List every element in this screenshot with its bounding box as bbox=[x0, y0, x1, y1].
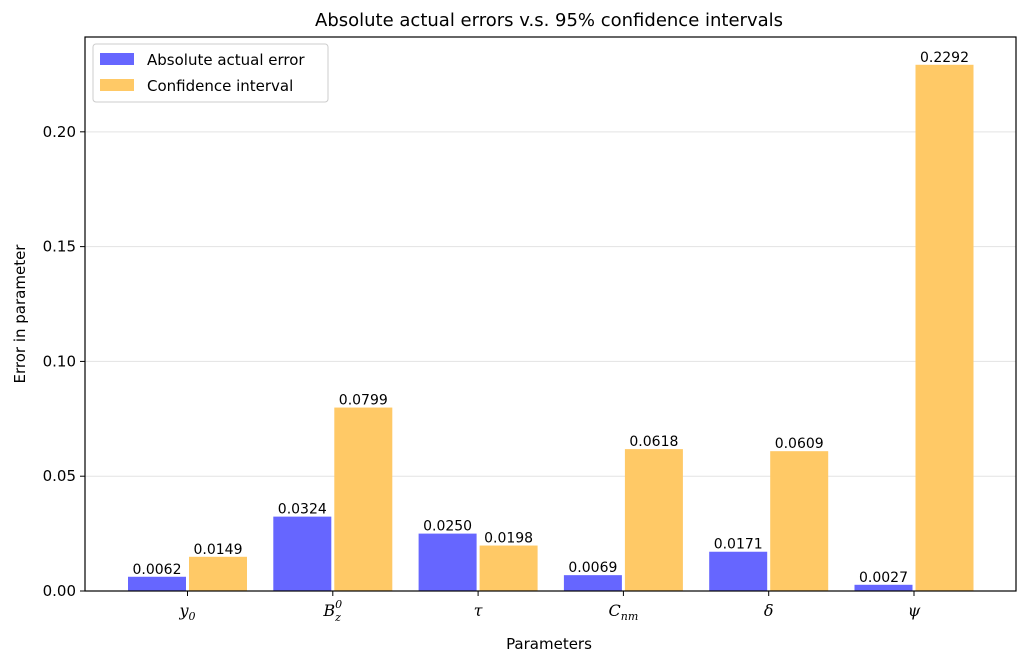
bar bbox=[563, 575, 622, 591]
bar bbox=[709, 551, 768, 591]
legend-swatch bbox=[100, 53, 134, 65]
bar bbox=[479, 545, 538, 591]
data-label: 0.0618 bbox=[629, 434, 678, 450]
bar bbox=[128, 576, 186, 591]
bar bbox=[915, 64, 974, 592]
legend-swatch bbox=[100, 79, 134, 91]
legend-box bbox=[92, 43, 329, 103]
y-tick-label: 0.00 bbox=[43, 582, 76, 600]
x-tick-label: δ bbox=[764, 601, 774, 620]
data-label: 0.0062 bbox=[133, 562, 182, 578]
y-tick-label: 0.05 bbox=[43, 467, 76, 485]
data-label: 0.0250 bbox=[423, 519, 472, 535]
data-label: 0.0171 bbox=[714, 537, 763, 553]
bar bbox=[624, 449, 683, 591]
data-label: 0.0324 bbox=[278, 502, 327, 518]
data-label: 0.2292 bbox=[920, 50, 969, 66]
data-labels-group: 0.0062 0.0149 0.0324 0.0799 0.0250 0.0198 0.00… bbox=[133, 50, 970, 586]
bars-group bbox=[128, 64, 974, 592]
plot-frame bbox=[84, 36, 1017, 592]
y-axis-ticks: 0.00 0.05 0.10 0.15 0.20 bbox=[43, 123, 85, 600]
y-tick-label: 0.10 bbox=[43, 352, 76, 370]
data-label: 0.0027 bbox=[859, 570, 908, 586]
data-label: 0.0799 bbox=[339, 393, 388, 409]
y-tick-label: 0.15 bbox=[43, 238, 76, 256]
chart-title: Absolute actual errors v.s. 95% confiden… bbox=[315, 10, 783, 31]
y-tick-label: 0.20 bbox=[43, 123, 76, 141]
grid-lines bbox=[85, 131, 1016, 477]
bar bbox=[334, 407, 393, 591]
data-label: 0.0069 bbox=[568, 560, 617, 576]
x-axis-title: Parameters bbox=[506, 635, 592, 653]
data-label: 0.0609 bbox=[775, 436, 824, 452]
x-tick-label: B0 z bbox=[322, 598, 342, 624]
bar bbox=[273, 516, 332, 591]
x-tick-label: ψ bbox=[908, 601, 921, 620]
data-label: 0.0198 bbox=[484, 531, 533, 547]
legend: Absolute actual error Confidence interval bbox=[92, 43, 329, 103]
legend-label: Absolute actual error bbox=[147, 51, 305, 69]
bar bbox=[418, 533, 477, 591]
bar bbox=[854, 584, 913, 591]
bar bbox=[770, 451, 829, 591]
legend-label: Confidence interval bbox=[147, 77, 293, 95]
data-label: 0.0149 bbox=[194, 542, 243, 558]
bar bbox=[189, 556, 247, 591]
x-tick-label: τ bbox=[474, 601, 484, 620]
y-axis-title: Error in parameter bbox=[11, 244, 29, 384]
